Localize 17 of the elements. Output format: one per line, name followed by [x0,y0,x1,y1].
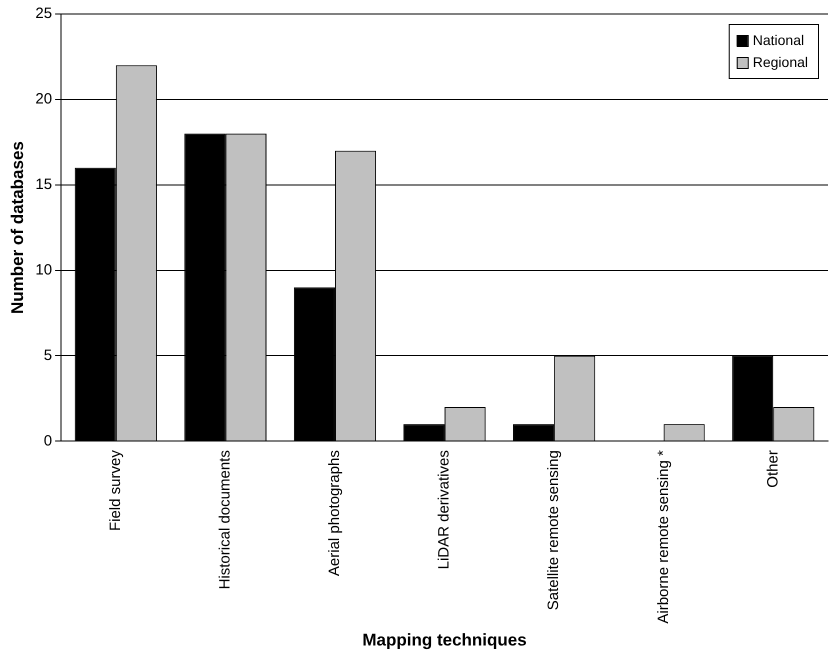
x-tick-label: LiDAR derivatives [436,450,453,570]
y-tick-label: 15 [35,176,52,194]
y-tick-label: 5 [44,346,52,364]
x-axis-title: Mapping techniques [362,630,527,650]
y-tick-label: 25 [35,5,52,22]
x-tick-label: Other [764,450,782,488]
legend-label: National [752,32,804,48]
x-tick-label: Historical documents [216,450,234,590]
y-axis-title: Number of databases [8,141,27,314]
x-tick-label: Aerial photographs [326,450,344,576]
y-tick-label: 20 [35,90,52,108]
x-tick-label: Field survey [107,450,124,532]
x-tick-label: Airborne remote sensing * [654,450,672,624]
x-tick-label: Satellite remote sensing [545,450,562,610]
y-tick-label: 10 [35,261,52,278]
legend-label: Regional [752,54,808,70]
y-tick-label: 0 [44,432,52,450]
